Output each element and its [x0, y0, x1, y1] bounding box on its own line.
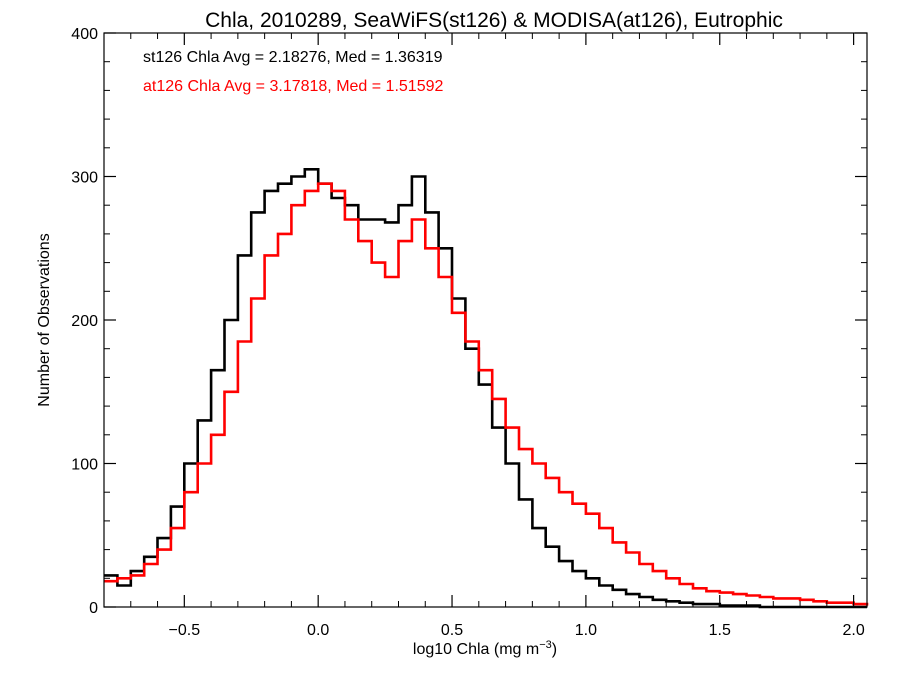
series-layer — [104, 168, 869, 609]
x-tick-label: 2.0 — [842, 622, 864, 639]
x-tick-label: 1.5 — [709, 622, 731, 639]
y-tick-label: 200 — [71, 313, 98, 330]
x-axis-label-end: ) — [552, 641, 557, 658]
x-tick-label: 1.0 — [575, 622, 597, 639]
y-tick-label: 100 — [71, 457, 98, 474]
annotations: st126 Chla Avg = 2.18276, Med = 1.36319 … — [143, 49, 443, 95]
x-axis-label-text: log10 Chla (mg m — [413, 641, 539, 658]
chart-title: Chla, 2010289, SeaWiFS(st126) & MODISA(a… — [205, 9, 783, 32]
y-tick-label: 0 — [89, 600, 98, 617]
y-tick-label: 400 — [71, 26, 98, 43]
y-axis-label: Number of Observations — [36, 233, 53, 406]
series-line-0 — [104, 168, 867, 609]
y-axis-ticks: 0 100 200 300 400 — [71, 26, 867, 617]
y-tick-label: 300 — [71, 170, 98, 187]
annotation-at126: at126 Chla Avg = 3.17818, Med = 1.51592 — [143, 78, 443, 95]
series-line-1 — [104, 182, 869, 606]
x-axis-label-sup: −3 — [539, 639, 552, 651]
plot-frame — [103, 32, 868, 608]
x-axis-ticks: −0.5 0.0 0.5 1.0 1.5 2.0 — [103, 33, 865, 639]
x-axis-label: log10 Chla (mg m−3) — [413, 639, 557, 658]
annotation-st126: st126 Chla Avg = 2.18276, Med = 1.36319 — [143, 49, 443, 66]
x-tick-label: −0.5 — [169, 622, 201, 639]
x-tick-label: 0.5 — [441, 622, 463, 639]
x-tick-label: 0.0 — [307, 622, 329, 639]
